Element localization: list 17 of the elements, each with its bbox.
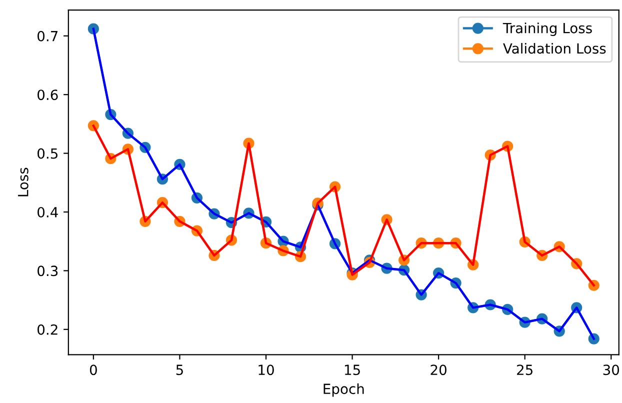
y-tick-label: 0.2 [38,324,58,335]
y-tick-label: 0.4 [38,206,58,218]
x-tick-label: 20 [430,364,446,376]
y-axis-title: Loss [18,168,28,196]
legend-label: Validation Loss [503,42,606,54]
x-axis-title: Epoch [324,383,364,397]
y-tick-label: 0.7 [38,30,58,42]
legend-label: Training Loss [502,22,592,36]
x-tick-label: 10 [258,364,274,376]
x-tick-label: 15 [344,364,360,376]
y-tick-label: 0.5 [38,148,58,159]
x-tick-label: 30 [603,364,620,376]
x-tick-label: 5 [176,364,183,376]
y-tick-label: 0.3 [38,266,58,276]
y-tick-label: 0.6 [38,90,58,100]
x-tick-label: 0 [90,364,97,376]
x-tick-label: 25 [517,364,532,376]
